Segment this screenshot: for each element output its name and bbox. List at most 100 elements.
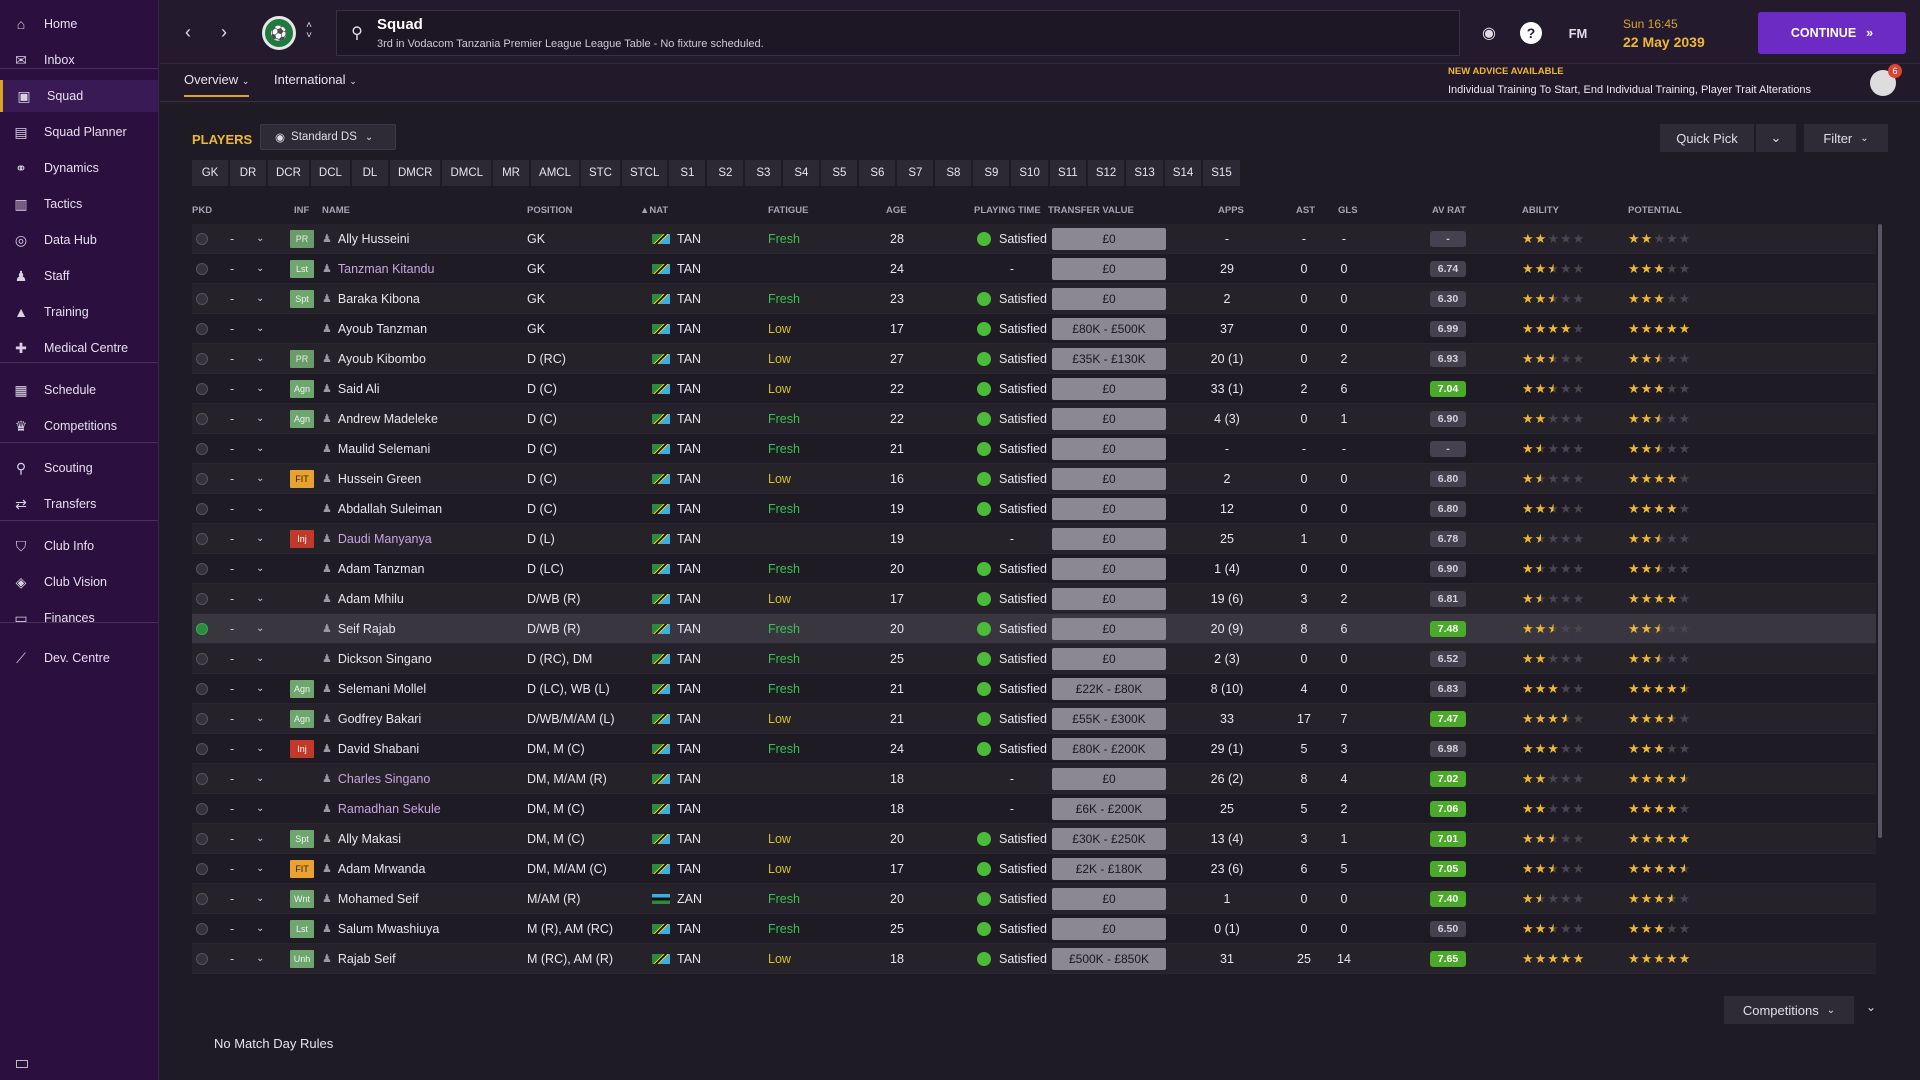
help-icon[interactable]: ? (1520, 22, 1542, 44)
position-filter-s8[interactable]: S8 (935, 160, 972, 186)
selection-dash[interactable]: - (230, 591, 235, 606)
table-row[interactable]: - ⌄ ♟ Adam Mhilu D/WB (R) TAN Low 17 Satisfied £0… (192, 584, 1876, 614)
row-chevron-down-icon[interactable]: ⌄ (256, 893, 265, 904)
table-scrollbar[interactable] (1878, 224, 1882, 838)
row-chevron-down-icon[interactable]: ⌄ (256, 653, 265, 664)
player-name[interactable]: ♟ Dickson Singano (322, 644, 522, 673)
player-name[interactable]: ♟ David Shabani (322, 734, 522, 763)
table-row[interactable]: - ⌄ Agn ♟ Said Ali D (C) TAN Low 22 Satisfied £0 33… (192, 374, 1876, 404)
pick-toggle[interactable] (196, 824, 210, 853)
pick-toggle[interactable] (196, 884, 210, 913)
competitions-button[interactable]: Competitions ⌄ (1724, 996, 1854, 1024)
player-name[interactable]: ♟ Salum Mwashiuya (322, 914, 522, 943)
selection-dash[interactable]: - (230, 711, 235, 726)
row-chevron-down-icon[interactable]: ⌄ (256, 953, 265, 964)
player-name[interactable]: ♟ Abdallah Suleiman (322, 494, 522, 523)
table-row[interactable]: - ⌄ Spt ♟ Baraka Kibona GK TAN Fresh 23 Satisfied… (192, 284, 1876, 314)
pick-toggle[interactable] (196, 494, 210, 523)
position-filter-amcl[interactable]: AMCL (531, 160, 579, 186)
search-icon[interactable]: ⚲ (351, 25, 363, 42)
player-name[interactable]: ♟ Charles Singano (322, 764, 522, 793)
selection-dash[interactable]: - (230, 681, 235, 696)
pick-toggle[interactable] (196, 554, 210, 583)
row-chevron-down-icon[interactable]: ⌄ (256, 923, 265, 934)
player-name[interactable]: ♟ Ally Makasi (322, 824, 522, 853)
position-filter-dr[interactable]: DR (230, 160, 266, 186)
transfer-value[interactable]: £0 (1052, 224, 1166, 253)
position-filter-s4[interactable]: S4 (783, 160, 820, 186)
sidebar-item-finances[interactable]: ▭ Finances (0, 602, 158, 634)
pick-toggle[interactable] (196, 854, 210, 883)
sidebar-item-home[interactable]: ⌂ Home (0, 8, 158, 40)
position-filter-s13[interactable]: S13 (1126, 160, 1163, 186)
sidebar-item-training[interactable]: ▲ Training (0, 296, 158, 328)
transfer-value[interactable]: £0 (1052, 494, 1166, 523)
position-filter-s15[interactable]: S15 (1203, 160, 1240, 186)
selection-dash[interactable]: - (230, 411, 235, 426)
pick-toggle[interactable] (196, 674, 210, 703)
transfer-value[interactable]: £0 (1052, 554, 1166, 583)
pick-toggle[interactable] (196, 704, 210, 733)
row-chevron-down-icon[interactable]: ⌄ (256, 863, 265, 874)
selection-dash[interactable]: - (230, 561, 235, 576)
table-row[interactable]: - ⌄ FIT ♟ Hussein Green D (C) TAN Low 16 Satisfie… (192, 464, 1876, 494)
row-chevron-down-icon[interactable]: ⌄ (256, 413, 265, 424)
selection-dash[interactable]: - (230, 891, 235, 906)
table-row[interactable]: - ⌄ PR ♟ Ally Husseini GK TAN Fresh 28 Satisfied £… (192, 224, 1876, 254)
position-filter-s3[interactable]: S3 (745, 160, 782, 186)
row-chevron-down-icon[interactable]: ⌄ (256, 563, 265, 574)
row-chevron-down-icon[interactable]: ⌄ (256, 533, 265, 544)
sidebar-item-inbox[interactable]: ✉ Inbox (0, 44, 158, 76)
selection-dash[interactable]: - (230, 771, 235, 786)
player-name[interactable]: ♟ Baraka Kibona (322, 284, 522, 313)
row-chevron-down-icon[interactable]: ⌄ (256, 353, 265, 364)
position-filter-dcr[interactable]: DCR (268, 160, 309, 186)
player-name[interactable]: ♟ Andrew Madeleke (322, 404, 522, 433)
col-age[interactable]: AGE (886, 205, 907, 216)
selection-dash[interactable]: - (230, 291, 235, 306)
pick-toggle[interactable] (196, 914, 210, 943)
selection-dash[interactable]: - (230, 801, 235, 816)
pick-toggle[interactable] (196, 404, 210, 433)
col-transfer-value[interactable]: TRANSFER VALUE (1048, 205, 1134, 216)
sidebar-item-squad[interactable]: ▣ Squad (0, 80, 158, 112)
player-name[interactable]: ♟ Adam Tanzman (322, 554, 522, 583)
row-chevron-down-icon[interactable]: ⌄ (256, 323, 265, 334)
row-chevron-down-icon[interactable]: ⌄ (256, 623, 265, 634)
view-select[interactable]: ◉ Standard DS ⌄ (260, 124, 396, 150)
table-row[interactable]: - ⌄ FIT ♟ Adam Mrwanda DM, M/AM (C) TAN Low 17 Sa… (192, 854, 1876, 884)
sidebar-item-dynamics[interactable]: ⚭ Dynamics (0, 152, 158, 184)
table-row[interactable]: - ⌄ ♟ Dickson Singano D (RC), DM TAN Fresh 25 Sa… (192, 644, 1876, 674)
position-filter-s10[interactable]: S10 (1011, 160, 1048, 186)
table-row[interactable]: - ⌄ ♟ Adam Tanzman D (LC) TAN Fresh 20 Satisfied… (192, 554, 1876, 584)
sidebar-item-schedule[interactable]: ▦ Schedule (0, 374, 158, 406)
table-row[interactable]: - ⌄ PR ♟ Ayoub Kibombo D (RC) TAN Low 27 Satisfie… (192, 344, 1876, 374)
col-position[interactable]: POSITION (527, 205, 573, 216)
row-chevron-down-icon[interactable]: ⌄ (256, 503, 265, 514)
selection-dash[interactable]: - (230, 381, 235, 396)
continue-button[interactable]: CONTINUE » (1758, 12, 1906, 54)
position-filter-gk[interactable]: GK (192, 160, 228, 186)
position-filter-s1[interactable]: S1 (669, 160, 706, 186)
transfer-value[interactable]: £2K - £180K (1052, 854, 1166, 883)
row-chevron-down-icon[interactable]: ⌄ (256, 683, 265, 694)
sidebar-item-club-info[interactable]: ⛉ Club Info (0, 530, 158, 562)
transfer-value[interactable]: £0 (1052, 764, 1166, 793)
sidebar-item-club-vision[interactable]: ◈ Club Vision (0, 566, 158, 598)
row-chevron-down-icon[interactable]: ⌄ (256, 233, 265, 244)
player-name[interactable]: ♟ Godfrey Bakari (322, 704, 522, 733)
player-name[interactable]: ♟ Adam Mrwanda (322, 854, 522, 883)
player-name[interactable]: ♟ Ayoub Kibombo (322, 344, 522, 373)
selection-dash[interactable]: - (230, 231, 235, 246)
transfer-value[interactable]: £500K - £850K (1052, 944, 1166, 973)
position-filter-s7[interactable]: S7 (897, 160, 934, 186)
col-nat[interactable]: ▲NAT (640, 205, 668, 216)
keyboard-icon[interactable] (16, 1060, 28, 1068)
position-filter-stc[interactable]: STC (580, 160, 620, 186)
transfer-value[interactable]: £35K - £130K (1052, 344, 1166, 373)
fm-menu-button[interactable]: FM (1568, 25, 1588, 41)
sidebar-item-scouting[interactable]: ⚲ Scouting (0, 452, 158, 484)
col-inf[interactable]: INF (294, 205, 310, 216)
col-gls[interactable]: GLS (1338, 205, 1358, 216)
transfer-value[interactable]: £0 (1052, 914, 1166, 943)
